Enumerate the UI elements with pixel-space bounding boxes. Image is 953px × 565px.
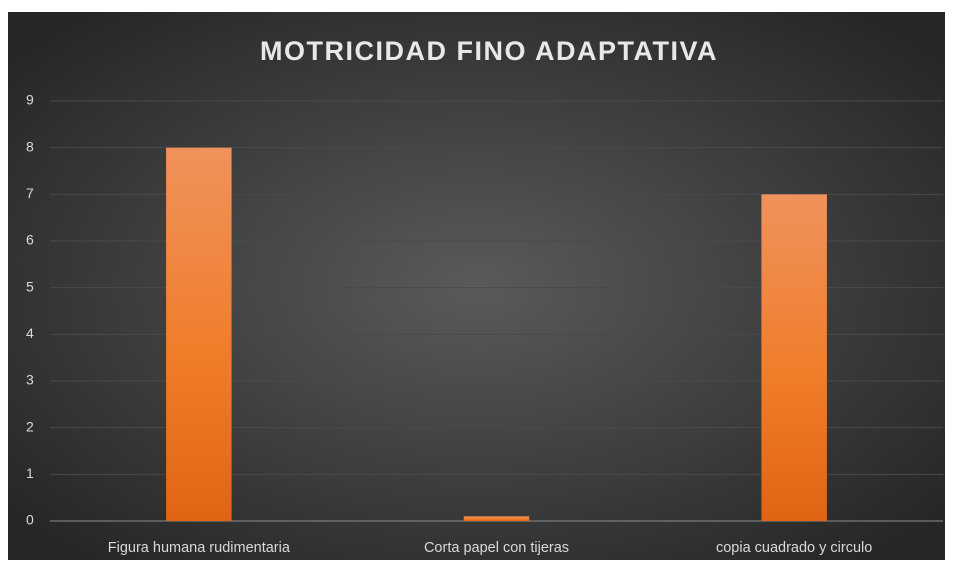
bar xyxy=(761,194,827,522)
y-tick-label: 4 xyxy=(26,325,34,341)
y-tick-label: 3 xyxy=(26,372,34,388)
y-tick-label: 9 xyxy=(26,92,34,108)
y-tick-label: 5 xyxy=(26,278,34,294)
x-tick-label: Figura humana rudimentaria xyxy=(108,540,291,556)
x-tick-label: copia cuadrado y circulo xyxy=(716,540,872,556)
y-tick-label: 8 xyxy=(26,138,34,154)
y-tick-label: 6 xyxy=(26,232,34,248)
x-tick-label: Corta papel con tijeras xyxy=(424,540,569,556)
y-tick-label: 2 xyxy=(26,418,34,434)
y-tick-label: 7 xyxy=(26,185,34,201)
y-tick-label: 0 xyxy=(26,512,34,528)
chart-title: MOTRICIDAD FINO ADAPTATIVA xyxy=(260,36,718,66)
bar xyxy=(463,516,530,521)
bar xyxy=(166,147,232,521)
y-tick-label: 1 xyxy=(26,465,34,481)
